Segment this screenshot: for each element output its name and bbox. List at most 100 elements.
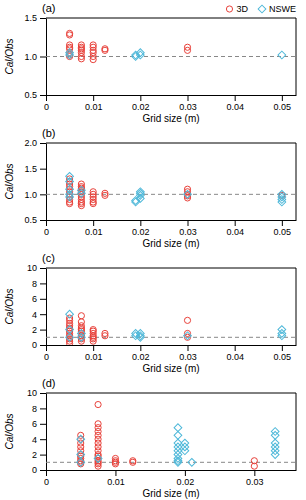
point [66, 193, 74, 201]
x-tick: 0 [44, 220, 49, 237]
point [278, 196, 286, 204]
y-tick: 1.0 [24, 52, 46, 62]
y-tick-mark [40, 268, 46, 269]
x-tick-mark [282, 95, 283, 101]
x-tick: 0.04 [226, 220, 244, 237]
point [66, 172, 74, 180]
panel-title: (d) [42, 377, 55, 389]
y-tick-label: 6 [32, 419, 37, 429]
y-tick-mark [40, 408, 46, 409]
point [136, 51, 144, 59]
legend-symbol [226, 6, 232, 12]
x-tick-mark [254, 470, 255, 476]
point [78, 203, 84, 209]
point [112, 461, 118, 467]
y-tick-mark [40, 57, 46, 58]
point [184, 47, 190, 53]
legend-item: 3D [226, 4, 248, 14]
y-tick-mark [40, 393, 46, 394]
y-tick: 2 [32, 325, 46, 335]
panel: 00.010.020.030.040.050.51.01.52.0(b)Grid… [4, 127, 297, 249]
y-tick: 10 [27, 263, 46, 273]
x-tick-mark [140, 220, 141, 226]
series [66, 30, 190, 62]
series [66, 49, 286, 61]
y-tick: 0 [32, 465, 46, 475]
y-axis-title: Cal/Obs [4, 288, 15, 324]
x-tick: 0.02 [132, 220, 150, 237]
point [66, 333, 74, 341]
x-tick: 0.03 [179, 220, 197, 237]
point [78, 436, 84, 442]
point [112, 459, 118, 465]
x-tick-label: 0.05 [274, 352, 292, 362]
panel: 00.010.020.030246810(d)Grid size (m)Cal/… [4, 377, 297, 499]
x-tick: 0.05 [274, 220, 292, 237]
x-tick: 0.01 [107, 470, 125, 487]
y-tick-mark [40, 95, 46, 96]
point [66, 334, 72, 340]
y-tick: 6 [32, 294, 46, 304]
x-tick-label: 0.01 [107, 477, 125, 487]
series [77, 424, 279, 466]
x-tick-mark [93, 345, 94, 351]
point [271, 431, 279, 439]
x-axis-title: Grid size (m) [142, 113, 199, 124]
x-tick-mark [282, 220, 283, 226]
point [136, 333, 144, 341]
point [94, 455, 102, 463]
x-tick-mark [235, 345, 236, 351]
y-tick-label: 1.5 [24, 13, 37, 23]
y-tick: 8 [32, 404, 46, 414]
x-axis: 00.010.020.030.040.05 [44, 95, 297, 112]
y-tick-label: 0.5 [24, 90, 37, 100]
point [66, 51, 74, 59]
x-tick: 0.02 [132, 95, 150, 112]
x-axis-line [47, 470, 297, 471]
x-tick-mark [188, 95, 189, 101]
point [78, 56, 84, 62]
point [95, 463, 101, 469]
y-tick-label: 2 [32, 450, 37, 460]
point [78, 186, 86, 194]
point [66, 310, 74, 318]
y-tick-mark [40, 424, 46, 425]
y-tick-label: 10 [27, 263, 37, 273]
x-tick: 0 [44, 470, 49, 487]
y-tick-label: 0 [32, 465, 37, 475]
y-tick-label: 8 [32, 404, 37, 414]
point [78, 199, 84, 205]
y-tick-label: 1.5 [24, 164, 37, 174]
y-tick: 1.0 [24, 190, 46, 200]
plot-area [46, 30, 296, 62]
legend-item: NSWE [258, 4, 296, 14]
x-tick-label: 0 [44, 227, 49, 237]
x-tick-label: 0.01 [85, 227, 103, 237]
point [278, 51, 286, 59]
x-tick: 0 [44, 345, 49, 362]
x-tick-mark [93, 95, 94, 101]
legend-label: 3D [236, 4, 248, 14]
point [78, 189, 86, 197]
point [90, 338, 96, 344]
x-tick-mark [46, 95, 47, 101]
x-axis-line [47, 95, 297, 96]
x-tick-mark [46, 345, 47, 351]
y-tick-label: 8 [32, 279, 37, 289]
x-axis: 00.010.020.03 [44, 470, 297, 487]
x-tick-label: 0.04 [226, 352, 244, 362]
series [66, 310, 286, 341]
y-tick-label: 2.0 [24, 138, 37, 148]
point [66, 185, 74, 193]
point [66, 49, 74, 57]
y-tick-mark [40, 143, 46, 144]
y-tick-mark [40, 470, 46, 471]
point [184, 191, 190, 197]
y-tick: 8 [32, 279, 46, 289]
point [90, 200, 96, 206]
x-tick-mark [140, 345, 141, 351]
frame-top [46, 393, 296, 394]
point [66, 199, 72, 205]
x-tick-label: 0.05 [274, 227, 292, 237]
legend: 3D NSWE [226, 4, 296, 14]
